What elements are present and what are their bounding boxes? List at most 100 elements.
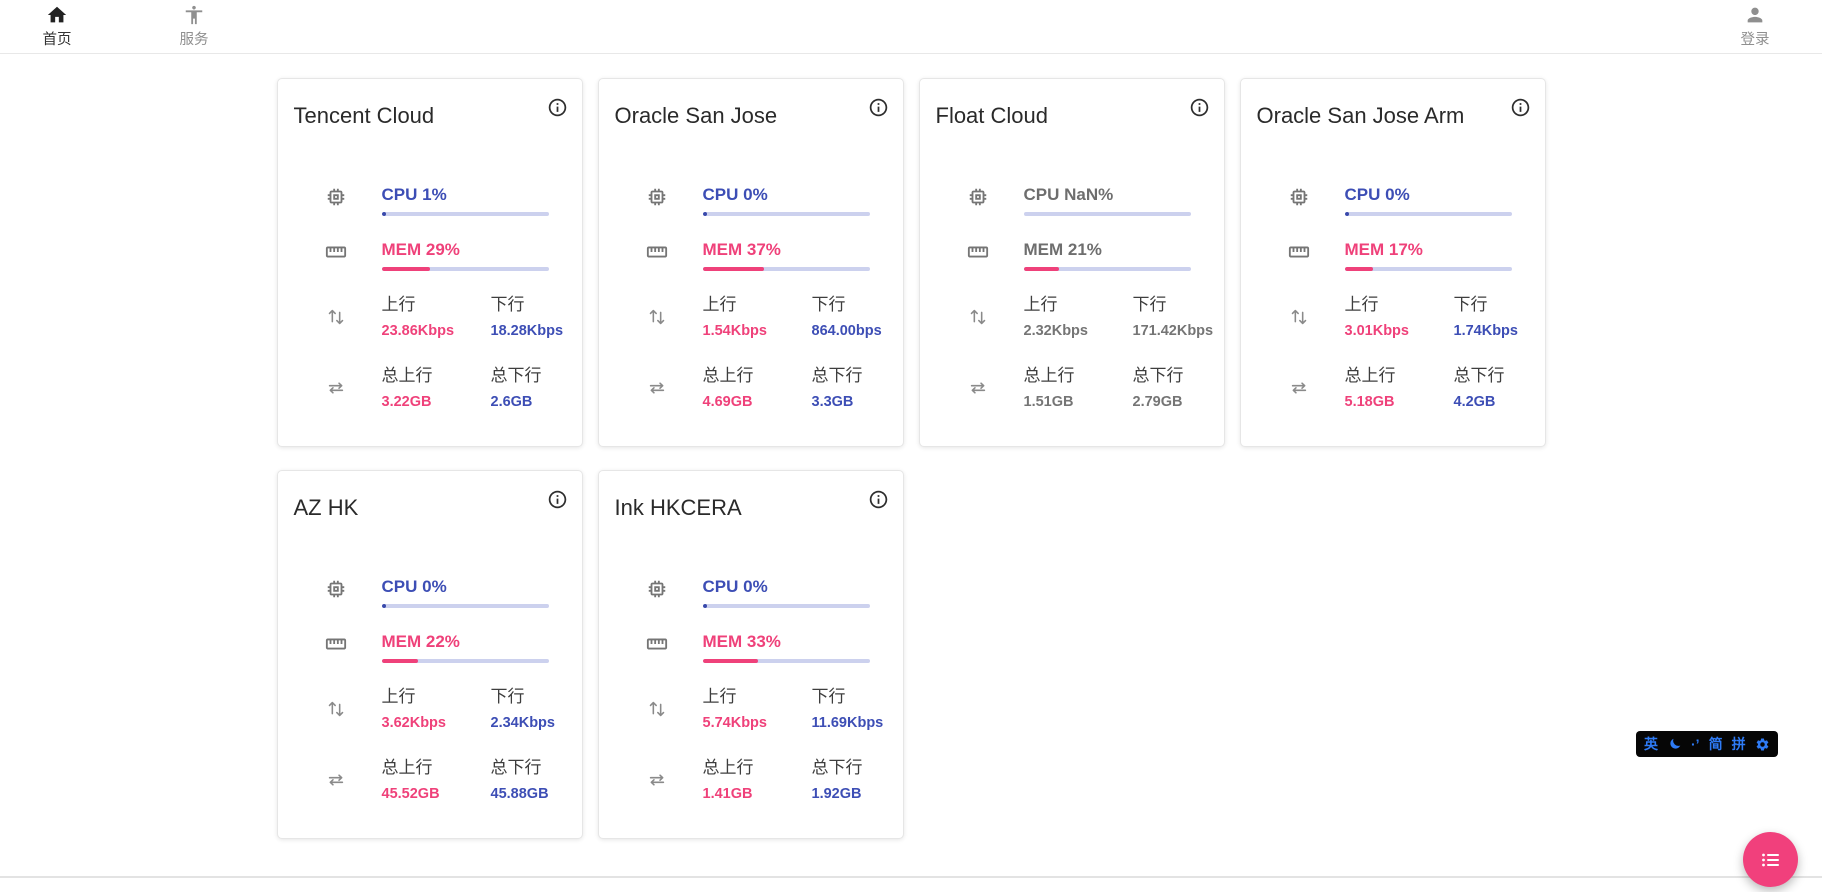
info-icon — [869, 490, 887, 509]
total-row: 总上行 5.18GB 总下行 4.2GB — [1257, 366, 1529, 411]
cpu-row: CPU 1% — [294, 185, 566, 216]
ime-pinyin-mode[interactable]: 拼 — [1731, 736, 1746, 752]
cpu-chip-icon — [965, 186, 991, 208]
upload-label: 上行 — [702, 295, 737, 314]
ime-simplified-mode[interactable]: 简 — [1708, 736, 1723, 752]
info-button[interactable] — [1510, 97, 1531, 118]
card-header: Ink HKCERA — [614, 490, 887, 521]
download-value: 1.74Kbps — [1453, 323, 1518, 339]
mem-progress-bar — [381, 267, 549, 271]
nav-item-services[interactable]: 服务 — [162, 0, 226, 53]
total-download-label: 总下行 — [1453, 366, 1505, 385]
server-name: Tencent Cloud — [293, 103, 435, 128]
server-name: AZ HK — [293, 495, 359, 520]
nav-item-home[interactable]: 首页 — [25, 0, 89, 53]
cpu-chip-icon — [644, 578, 670, 600]
total-upload-label: 总上行 — [1344, 366, 1396, 385]
upload-speed: 上行 3.01Kbps — [1345, 295, 1454, 340]
up-down-arrows-icon — [1286, 306, 1312, 328]
mem-gauge: MEM 29% — [381, 240, 549, 271]
cpu-progress-fill — [1344, 212, 1349, 216]
cpu-row: CPU 0% — [1257, 185, 1529, 216]
info-button[interactable] — [547, 97, 568, 118]
nav-item-login[interactable]: 登录 — [1723, 0, 1787, 53]
total-upload-label: 总上行 — [702, 758, 754, 777]
cpu-chip-icon — [644, 186, 670, 208]
total-upload-value: 3.22GB — [381, 394, 432, 410]
upload-label: 上行 — [1344, 295, 1379, 314]
memory-ruler-icon — [323, 633, 349, 655]
server-name: Oracle San Jose Arm — [1256, 103, 1465, 128]
cpu-progress-bar — [702, 604, 870, 608]
info-button[interactable] — [1189, 97, 1210, 118]
mem-usage-label: MEM 17% — [1344, 240, 1423, 259]
total-values: 总上行 3.22GB 总下行 2.6GB — [382, 366, 549, 411]
cpu-usage-label: CPU 1% — [381, 185, 447, 204]
download-speed: 下行 864.00bps — [812, 295, 882, 340]
upload-speed: 上行 2.32Kbps — [1024, 295, 1133, 340]
server-card: Oracle San Jose Arm CPU 0% — [1239, 78, 1546, 447]
mem-row: MEM 37% — [615, 240, 887, 271]
nav-services-label: 服务 — [179, 32, 209, 48]
cpu-usage-label: CPU 0% — [702, 185, 768, 204]
server-stats: CPU NaN% MEM 21% — [936, 185, 1213, 411]
server-name: Ink HKCERA — [614, 495, 742, 520]
mem-gauge: MEM 37% — [702, 240, 870, 271]
download-speed: 下行 171.42Kbps — [1133, 295, 1214, 340]
gear-icon[interactable] — [1755, 737, 1770, 752]
list-icon — [1761, 853, 1779, 866]
cpu-progress-bar — [1344, 212, 1512, 216]
moon-icon[interactable] — [1667, 737, 1682, 752]
info-icon — [869, 98, 887, 117]
download-label: 下行 — [490, 687, 525, 706]
server-cards-grid: Tencent Cloud CPU 1% — [276, 78, 1546, 839]
cpu-progress-fill — [702, 212, 707, 216]
person-icon — [1747, 7, 1763, 23]
download-value: 11.69Kbps — [811, 715, 884, 731]
cpu-gauge: CPU 0% — [1344, 185, 1512, 216]
info-button[interactable] — [868, 489, 889, 510]
speed-row: 上行 5.74Kbps 下行 11.69Kbps — [615, 687, 887, 732]
download-speed: 下行 2.34Kbps — [491, 687, 555, 732]
total-upload: 总上行 3.22GB — [382, 366, 491, 411]
download-value: 171.42Kbps — [1132, 323, 1214, 339]
total-values: 总上行 4.69GB 总下行 3.3GB — [703, 366, 870, 411]
total-download-value: 3.3GB — [811, 394, 854, 410]
total-upload-value: 1.41GB — [702, 786, 753, 802]
mem-progress-fill — [381, 267, 430, 271]
nav-home-label: 首页 — [42, 32, 72, 48]
download-label: 下行 — [1132, 295, 1167, 314]
info-icon — [1190, 98, 1208, 117]
ime-punctuation-mode[interactable]: ·’ — [1691, 736, 1700, 752]
mem-row: MEM 22% — [294, 632, 566, 663]
info-button[interactable] — [547, 489, 568, 510]
mem-progress-bar — [381, 659, 549, 663]
footer-divider — [0, 876, 1822, 878]
total-upload: 总上行 5.18GB — [1345, 366, 1454, 411]
mem-row: MEM 21% — [936, 240, 1208, 271]
upload-speed: 上行 3.62Kbps — [382, 687, 491, 732]
total-row: 总上行 1.51GB 总下行 2.79GB — [936, 366, 1208, 411]
cpu-chip-icon — [1286, 186, 1312, 208]
cpu-gauge: CPU 0% — [381, 577, 549, 608]
download-value: 18.28Kbps — [490, 323, 564, 339]
mem-progress-bar — [1344, 267, 1512, 271]
total-upload-value: 5.18GB — [1344, 394, 1395, 410]
home-icon — [47, 6, 67, 23]
download-label: 下行 — [490, 295, 525, 314]
cpu-progress-fill — [702, 604, 707, 608]
cpu-chip-icon — [323, 578, 349, 600]
server-list-fab[interactable] — [1743, 832, 1798, 887]
total-download-value: 4.2GB — [1453, 394, 1496, 410]
ime-english-mode[interactable]: 英 — [1644, 736, 1658, 752]
total-upload-label: 总上行 — [1023, 366, 1075, 385]
server-stats: CPU 0% MEM 33% — [615, 577, 887, 803]
info-button[interactable] — [868, 97, 889, 118]
swap-horizontal-arrows-icon — [965, 377, 991, 399]
server-card: Tencent Cloud CPU 1% — [276, 78, 583, 447]
speed-values: 上行 5.74Kbps 下行 11.69Kbps — [703, 687, 884, 732]
speed-values: 上行 1.54Kbps 下行 864.00bps — [703, 295, 882, 340]
server-stats: CPU 0% MEM 37% — [615, 185, 887, 411]
cpu-progress-fill — [381, 212, 386, 216]
up-down-arrows-icon — [323, 306, 349, 328]
